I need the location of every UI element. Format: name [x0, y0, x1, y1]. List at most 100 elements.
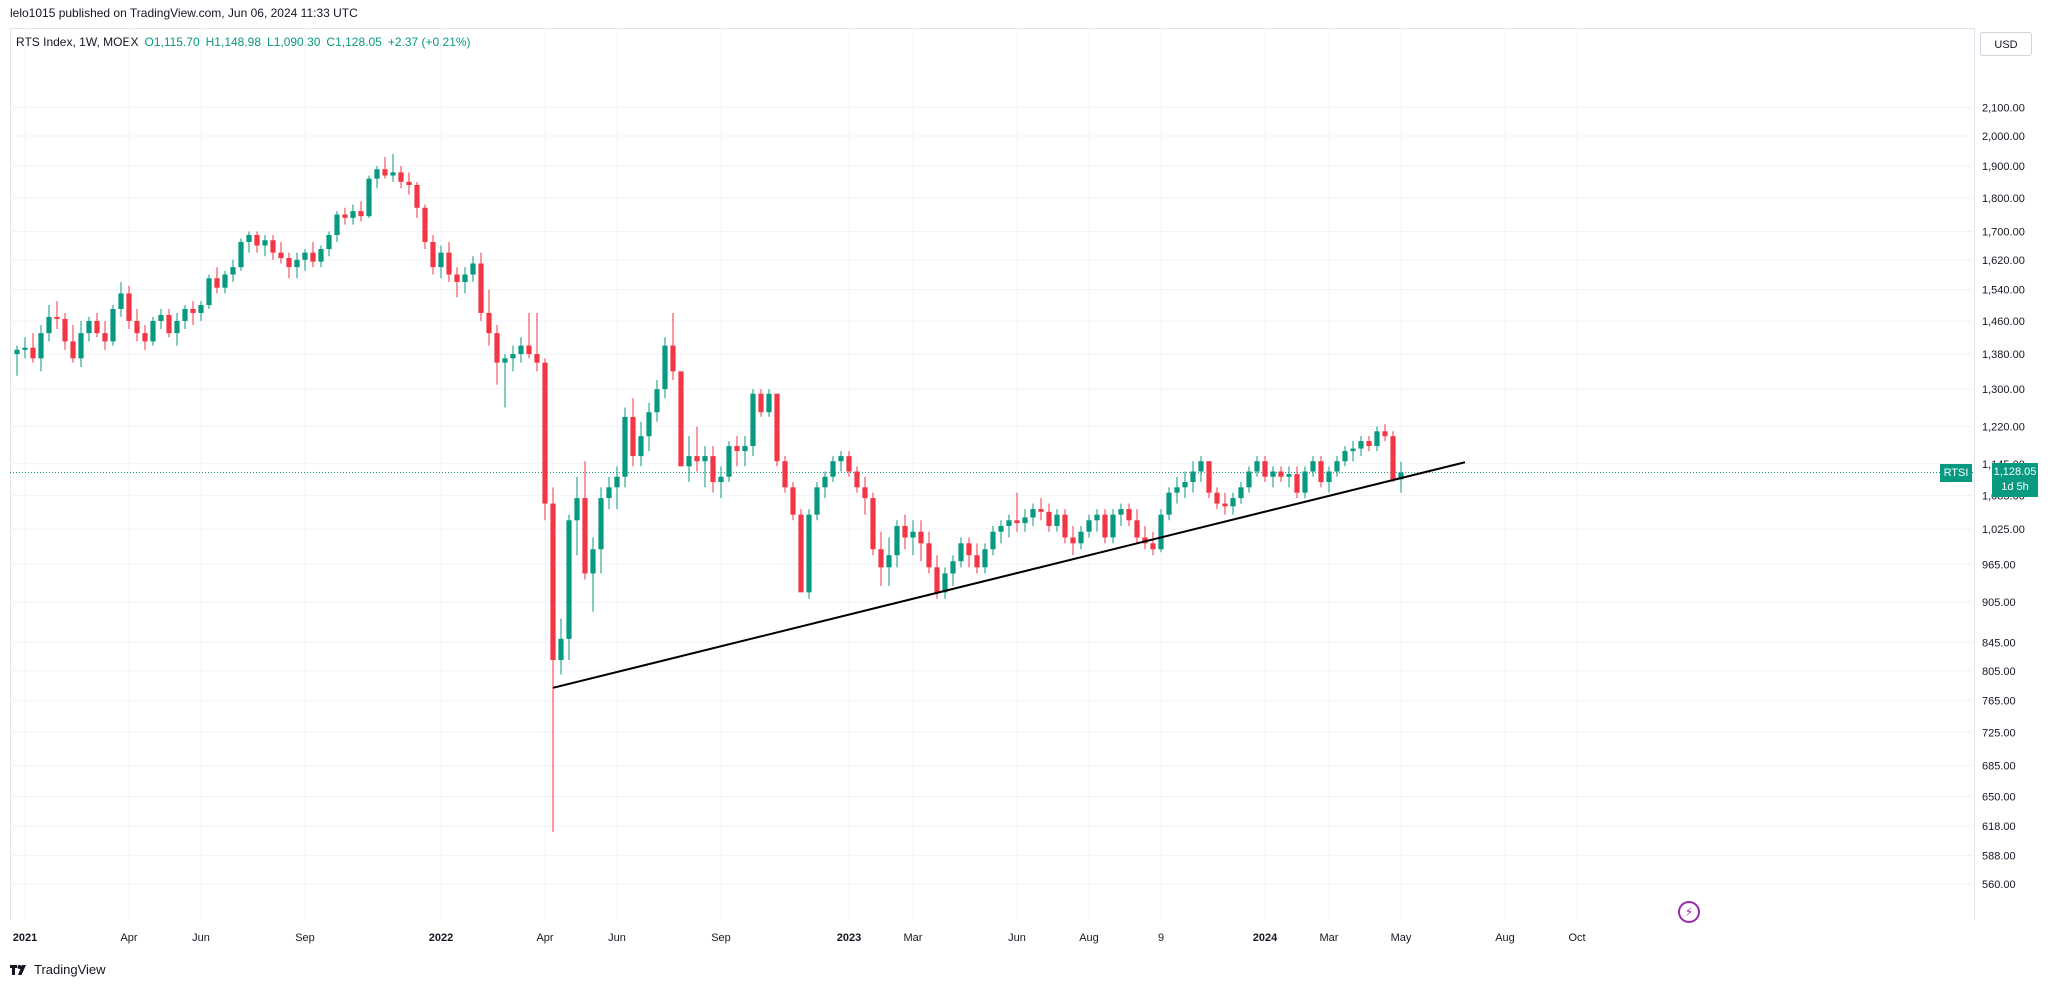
candle-body — [78, 333, 84, 359]
candle-body — [638, 436, 644, 457]
candle-body — [406, 181, 412, 186]
candle-body — [606, 487, 612, 499]
candle-body — [118, 293, 124, 309]
y-tick-label: 685.00 — [1982, 761, 2016, 773]
lightning-icon[interactable]: ⚡ — [1678, 901, 1700, 923]
candle-body — [494, 333, 500, 363]
candle-body — [926, 543, 932, 568]
candle-body — [254, 234, 260, 246]
x-tick-label: 2021 — [13, 932, 37, 944]
candle-body — [14, 349, 20, 355]
candle-body — [182, 308, 188, 321]
candle-body — [1206, 461, 1212, 493]
candle-body — [798, 514, 804, 593]
candle-body — [70, 341, 76, 359]
y-tick-label: 765.00 — [1982, 696, 2016, 708]
y-tick-label: 2,000.00 — [1982, 131, 2025, 143]
x-tick-label: Jun — [192, 932, 210, 944]
legend-change: +2.37 (+0.21%) — [387, 35, 471, 49]
candle-body — [1382, 431, 1388, 437]
x-tick-label: 9 — [1158, 932, 1164, 944]
tradingview-footer[interactable]: TradingView — [10, 962, 106, 977]
candle-body — [534, 354, 540, 363]
candle-body — [334, 214, 340, 235]
candle-body — [1246, 471, 1252, 488]
last-price-label: 1,128.05 1d 5h — [1992, 462, 2038, 497]
candle-body — [894, 525, 900, 556]
candle-body — [366, 178, 372, 217]
candle-body — [878, 549, 884, 568]
x-tick-label: Sep — [711, 932, 731, 944]
tradingview-brand: TradingView — [34, 962, 106, 977]
candle-body — [1190, 471, 1196, 482]
candle-body — [1214, 492, 1220, 504]
candle-body — [54, 316, 60, 319]
candle-body — [1006, 520, 1012, 526]
candle-body — [766, 393, 772, 413]
candle-body — [542, 362, 548, 504]
x-tick-label: Mar — [1320, 932, 1339, 944]
candle-body — [1110, 514, 1116, 538]
chart-pane[interactable] — [10, 28, 1975, 920]
candle-body — [662, 345, 668, 390]
candle-body — [46, 316, 52, 334]
candle-body — [774, 393, 780, 462]
symbol-legend: RTS Index, 1W, MOEX O1,115.70 H1,148.98 … — [16, 35, 471, 49]
candle-body — [238, 241, 244, 268]
candle-body — [854, 471, 860, 488]
candle-body — [1062, 514, 1068, 538]
candle-body — [1134, 520, 1140, 538]
legend-title[interactable]: RTS Index, 1W, MOEX — [16, 35, 139, 49]
candle-body — [1030, 509, 1036, 518]
y-tick-label: 965.00 — [1982, 559, 2016, 571]
candle-body — [630, 416, 636, 457]
candle-body — [1182, 481, 1188, 488]
candle-body — [1094, 514, 1100, 521]
candle-body — [742, 446, 748, 452]
candle-body — [590, 549, 596, 574]
candle-body — [1342, 451, 1348, 462]
candle-body — [1302, 471, 1308, 493]
x-tick-label: Sep — [295, 932, 315, 944]
candle-body — [86, 320, 92, 334]
candle-body — [758, 393, 764, 413]
candle-body — [382, 169, 388, 176]
symbol-price-tag: RTSI — [1940, 463, 1972, 482]
y-tick-label: 1,380.00 — [1982, 349, 2025, 361]
y-tick-label: 588.00 — [1982, 850, 2016, 862]
candle-body — [942, 573, 948, 593]
candle-body — [550, 503, 556, 660]
candle-body — [910, 531, 916, 538]
candle-body — [22, 347, 28, 350]
candle-body — [62, 318, 68, 342]
candle-body — [710, 456, 716, 482]
x-tick-label: Jun — [608, 932, 626, 944]
y-tick-label: 1,460.00 — [1982, 316, 2025, 328]
candle-body — [1318, 461, 1324, 482]
candle-body — [166, 314, 172, 334]
candle-body — [790, 487, 796, 515]
candle-body — [190, 308, 196, 313]
candle-body — [886, 555, 892, 568]
candle-body — [318, 249, 324, 262]
candle-body — [1126, 509, 1132, 521]
candle-body — [510, 354, 516, 359]
candle-body — [358, 211, 364, 217]
candle-body — [1158, 514, 1164, 550]
candle-body — [1326, 471, 1332, 482]
candle-body — [1366, 441, 1372, 447]
candle-body — [966, 543, 972, 556]
currency-button[interactable]: USD — [1980, 32, 2032, 56]
candle-body — [982, 549, 988, 568]
y-tick-label: 805.00 — [1982, 666, 2016, 678]
y-tick-label: 650.00 — [1982, 791, 2016, 803]
candle-body — [438, 252, 444, 268]
candle-body — [414, 185, 420, 208]
candle-body — [1334, 461, 1340, 472]
tradingview-logo-icon — [10, 964, 26, 975]
legend-close: C1,128.05 — [326, 35, 382, 49]
candle-body — [150, 320, 156, 342]
candle-body — [222, 274, 228, 288]
candle-body — [1390, 436, 1396, 480]
